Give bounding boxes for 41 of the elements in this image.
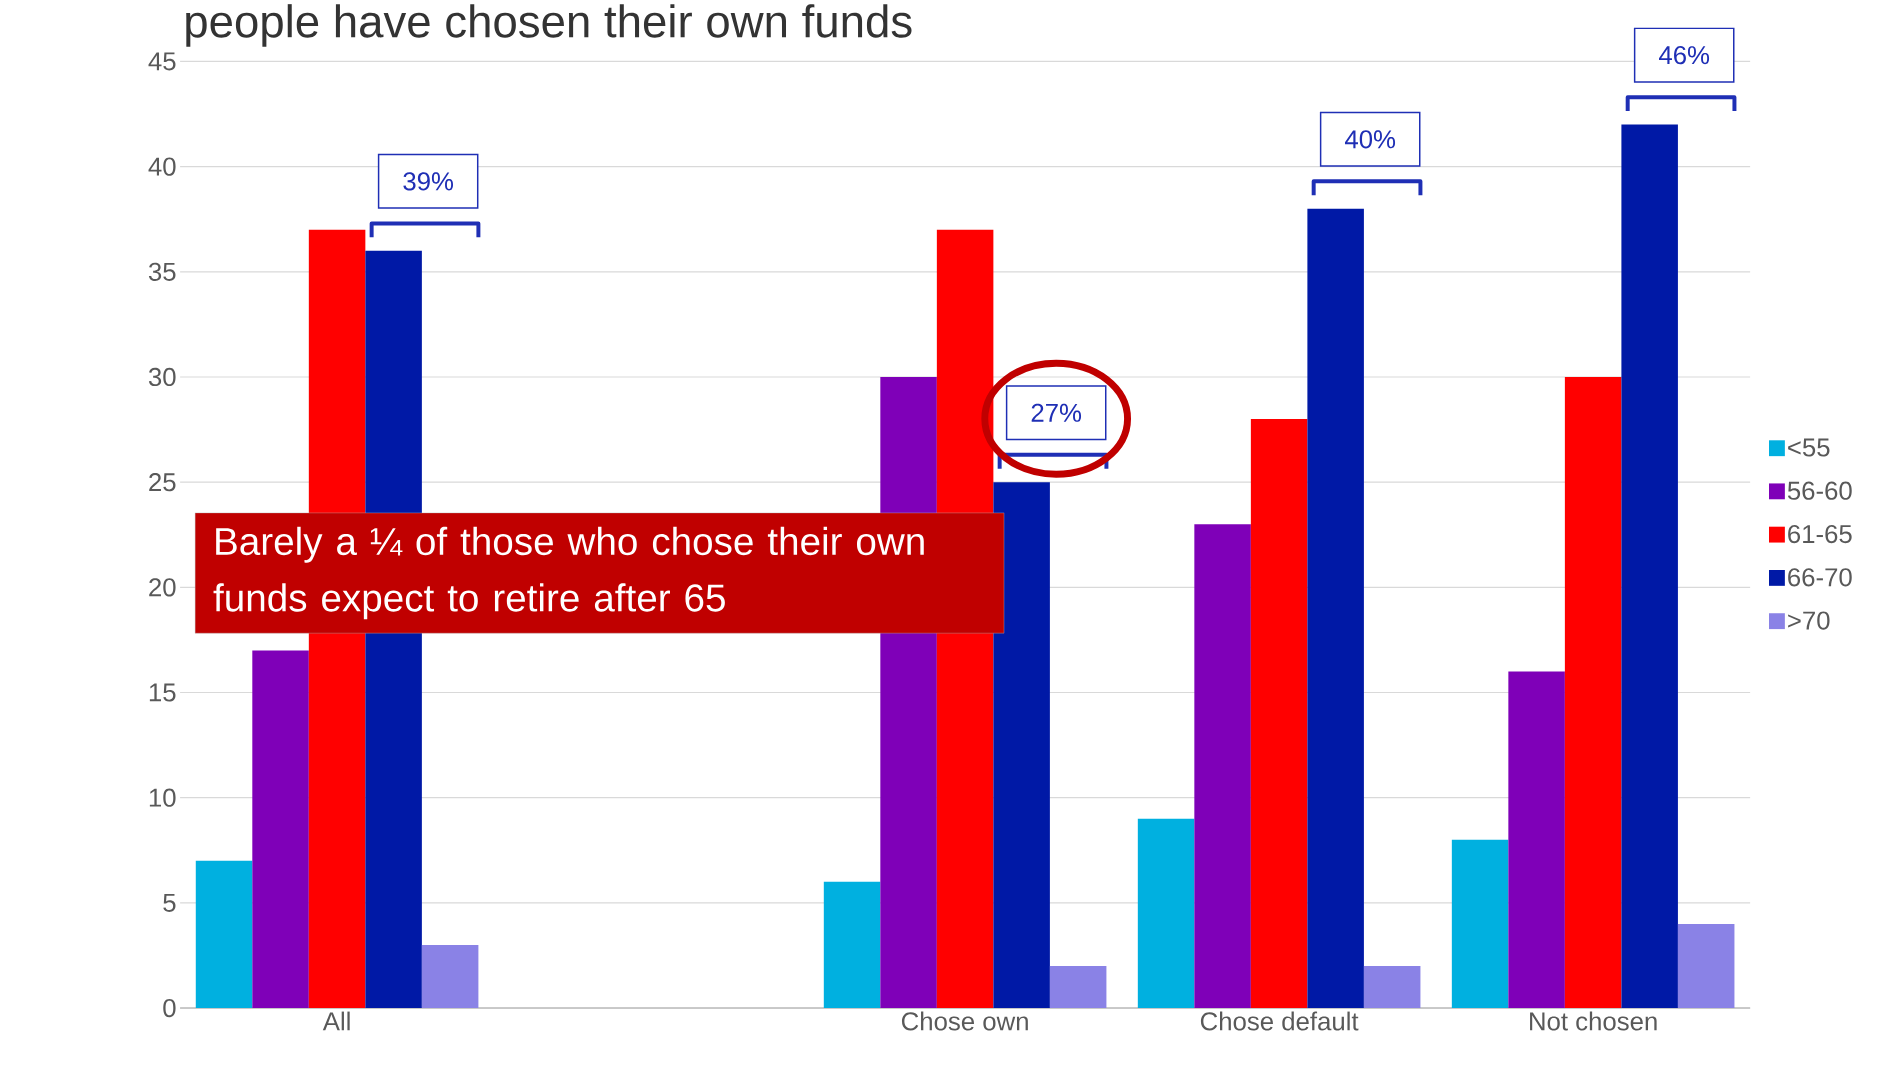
annotation: Barely a ¼ of those who chose their own funds expect to retire after 65 [213,526,924,620]
bar [252,650,309,1009]
y-tick-label: 25 [149,473,176,492]
legend-label: <55 [1788,438,1830,457]
legend-label: >70 [1788,611,1830,630]
x-tick-label: All [322,1011,350,1031]
y-tick-label: 0 [163,999,176,1018]
legend-label: 56-60 [1787,481,1852,501]
bar [1451,840,1509,1009]
x-tick-label: Chose default [1200,1011,1359,1031]
legend-label: 66-70 [1788,568,1852,587]
bar [1194,524,1251,1009]
bar [1363,966,1421,1009]
y-tick-label: 35 [148,262,176,282]
bar [1049,966,1107,1009]
legend-label: 61-65 [1788,525,1852,544]
y-tick-label: 20 [149,578,176,597]
annotation: 46% [1659,46,1710,65]
bar [993,482,1050,1009]
y-tick-label: 30 [148,368,176,387]
x-tick-label: Chose own [901,1011,1028,1031]
x-tick-label: Not chosen [1530,1011,1657,1031]
annotation: 39% [403,172,454,191]
y-tick-label: 5 [163,894,176,913]
annotation: 27% [1031,403,1082,423]
y-tick-label: 45 [148,52,176,71]
bar [195,861,253,1009]
y-tick-label: 40 [148,157,176,176]
bar [1250,419,1308,1009]
y-tick-label: 15 [149,683,176,702]
chart-title: people have chosen their own funds [186,4,912,47]
bar [1564,377,1622,1009]
bar [1508,671,1565,1009]
annotation: 40% [1344,130,1396,149]
bar [823,882,881,1009]
bar [1307,208,1364,1009]
bar [1621,124,1678,1009]
bar [1677,924,1735,1009]
bar [421,945,479,1009]
y-tick-label: 10 [149,788,176,808]
bar [1137,818,1195,1009]
